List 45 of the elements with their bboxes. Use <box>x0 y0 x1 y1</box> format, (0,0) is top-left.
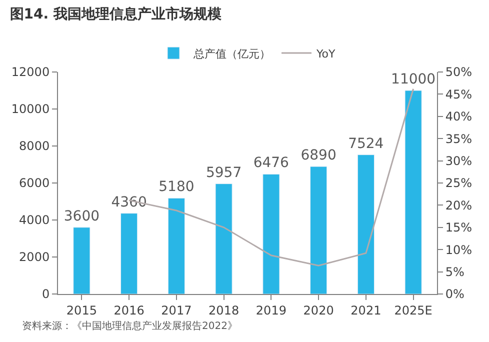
y-tick-label: 4000 <box>19 213 50 228</box>
text: 资料来源：《中国地理信息产业发展报告2022》 <box>22 320 238 332</box>
y-tick-label: 2000 <box>19 250 50 264</box>
y2-tick-label: 35% <box>445 132 472 146</box>
y2-tick-label: 50% <box>445 65 472 80</box>
y2-tick-label: 40% <box>445 110 472 124</box>
x-tick-label: 2016 <box>114 303 144 318</box>
data-label: 3600 <box>64 208 100 224</box>
x-tick-label: 2020 <box>303 303 334 318</box>
x-tick-label: 2019 <box>256 303 286 318</box>
data-label: 7524 <box>348 136 384 152</box>
x-tick-label: 2017 <box>161 303 192 318</box>
bar <box>168 198 185 294</box>
y-tick-label: 10000 <box>11 102 50 116</box>
data-label: 5957 <box>206 164 242 181</box>
y2-tick-label: 20% <box>445 198 472 212</box>
y2-tick-label: 25% <box>445 176 472 190</box>
y-tick-label: 0 <box>42 287 50 302</box>
y2-tick-label: 45% <box>445 87 472 102</box>
x-tick-label: 2025E <box>394 303 432 318</box>
data-label: 11000 <box>391 72 436 88</box>
data-label: 5180 <box>158 179 194 196</box>
bar <box>310 166 328 294</box>
data-label: 6890 <box>300 148 336 164</box>
x-tick-label: 2021 <box>350 303 382 318</box>
legend-label: YoY <box>316 47 336 60</box>
y2-tick-label: 15% <box>445 220 472 235</box>
bar <box>404 90 422 294</box>
y-tick-label: 6000 <box>19 176 50 190</box>
y-tick-label: 8000 <box>19 139 50 154</box>
chart-title: 图14. 我国地理信息产业市场规模 <box>10 5 222 22</box>
x-tick-label: 2015 <box>66 303 97 318</box>
bar <box>215 184 232 294</box>
bar <box>73 227 90 294</box>
y2-tick-label: 10% <box>445 242 472 257</box>
bar <box>120 213 138 294</box>
y2-tick-label: 30% <box>445 154 472 168</box>
data-label: 6476 <box>253 155 290 172</box>
y2-tick-label: 0% <box>445 287 464 302</box>
legend-label: 总产值（亿元） <box>192 47 270 60</box>
bar <box>262 174 280 294</box>
x-tick-label: 2018 <box>208 303 240 318</box>
bar <box>357 154 374 294</box>
y2-tick-label: 5% <box>445 265 464 279</box>
y-tick-label: 12000 <box>11 65 50 80</box>
